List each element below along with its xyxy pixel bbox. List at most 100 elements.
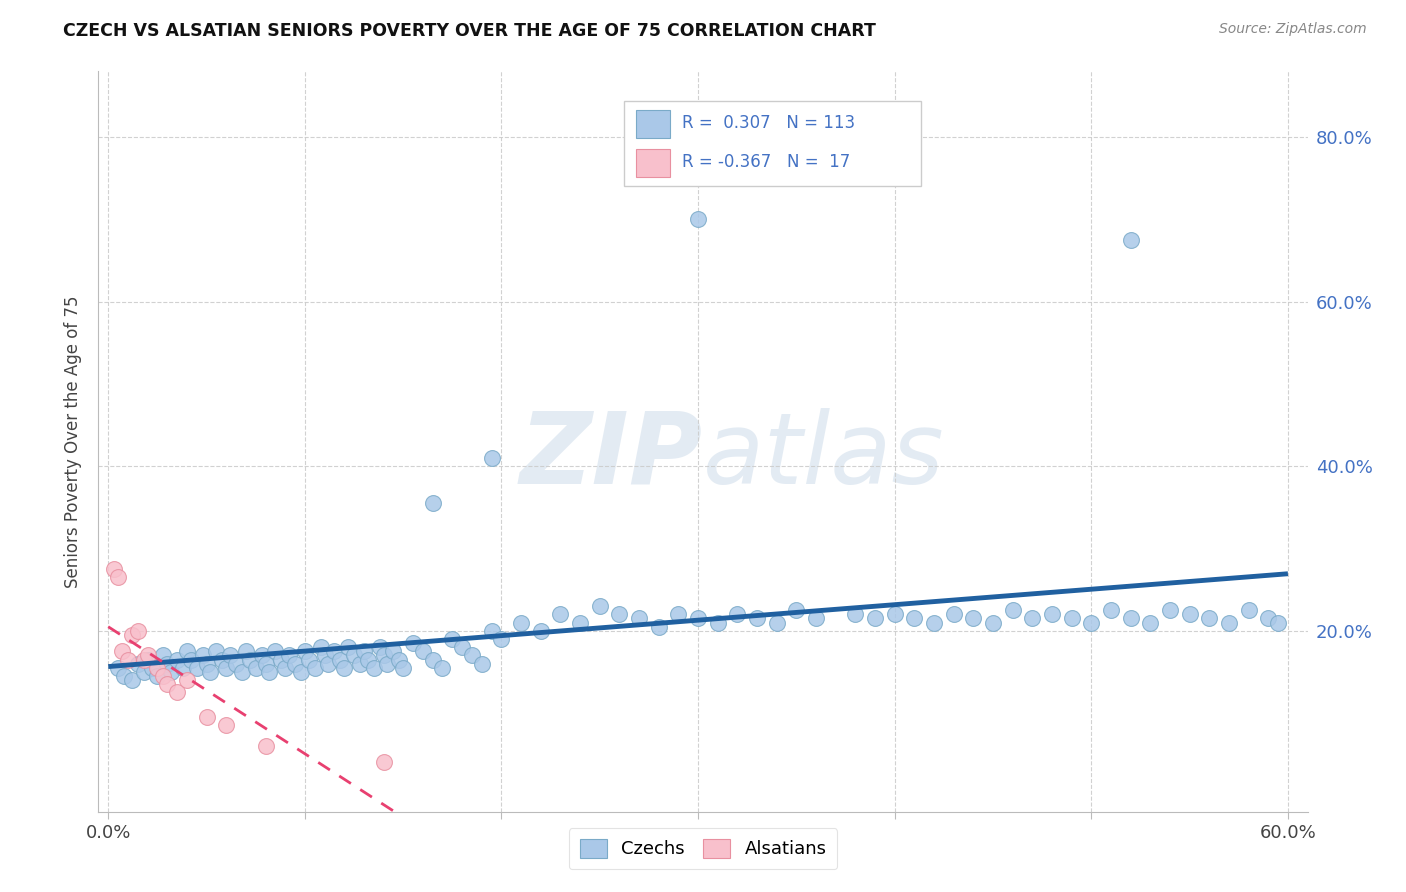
Point [180,652,202,666]
Point [219,648,242,663]
Point [176,644,198,658]
Point [298,652,321,666]
Point [318,657,340,671]
Point [107,661,129,675]
Point [706,615,728,630]
Point [353,644,375,658]
Point [136,652,159,666]
Point [132,652,155,666]
Point [294,644,316,658]
Point [785,603,807,617]
Point [111,644,134,658]
Point [259,665,281,679]
Point [112,669,135,683]
Point [146,669,169,683]
Point [215,718,238,732]
Point [373,756,395,770]
Point [863,611,886,625]
Point [903,611,925,625]
Point [1021,611,1043,625]
Point [245,661,267,675]
Point [382,644,405,658]
Point [141,661,163,675]
Point [491,632,513,646]
Point [127,657,149,671]
Point [1159,603,1181,617]
Point [422,496,444,510]
Point [530,624,553,638]
Point [481,450,503,465]
Point [844,607,866,622]
Point [1040,607,1063,622]
Point [225,657,247,671]
Point [121,673,143,687]
Point [195,657,218,671]
Text: CZECH VS ALSATIAN SENIORS POVERTY OVER THE AGE OF 75 CORRELATION CHART: CZECH VS ALSATIAN SENIORS POVERTY OVER T… [63,22,876,40]
Point [152,669,174,683]
Point [176,673,198,687]
Point [668,607,690,622]
Point [804,611,827,625]
Point [235,644,257,658]
Point [628,611,651,625]
Point [962,611,984,625]
Point [363,661,385,675]
Y-axis label: Seniors Poverty Over the Age of 75: Seniors Poverty Over the Age of 75 [65,295,83,588]
Point [314,648,336,663]
Point [107,570,129,584]
Text: Source: ZipAtlas.com: Source: ZipAtlas.com [1219,22,1367,37]
Point [172,661,194,675]
Point [152,648,174,663]
Point [725,607,748,622]
Point [550,607,572,622]
Point [343,648,366,663]
Point [441,632,464,646]
Point [765,615,787,630]
Point [270,652,292,666]
Point [254,657,277,671]
Point [205,644,228,658]
Point [250,648,273,663]
Point [211,652,233,666]
Point [127,624,149,638]
Point [412,644,434,658]
Point [745,611,768,625]
Point [609,607,631,622]
Point [432,661,454,675]
Point [402,636,425,650]
Legend: Czechs, Alsatians: Czechs, Alsatians [569,829,837,870]
Point [329,652,352,666]
Point [1001,603,1024,617]
Point [1237,603,1260,617]
Point [357,652,380,666]
Point [883,607,905,622]
Point [1198,611,1220,625]
Text: atlas: atlas [703,408,945,505]
Point [333,661,356,675]
Text: R = -0.367   N =  17: R = -0.367 N = 17 [682,153,851,171]
Point [1267,615,1289,630]
Point [1139,615,1161,630]
Text: ZIP: ZIP [520,408,703,505]
Point [373,648,395,663]
Point [392,661,415,675]
Point [648,619,671,633]
Point [1060,611,1083,625]
Point [166,652,188,666]
Point [922,615,945,630]
Point [981,615,1004,630]
Point [349,657,371,671]
Point [278,648,301,663]
Point [186,661,208,675]
Point [471,657,494,671]
Point [274,661,297,675]
Point [1099,603,1122,617]
Point [481,624,503,638]
Point [160,665,183,679]
Point [510,615,533,630]
Point [231,665,253,679]
Point [117,652,139,666]
Point [1218,615,1240,630]
Point [368,640,391,655]
FancyBboxPatch shape [637,149,671,178]
